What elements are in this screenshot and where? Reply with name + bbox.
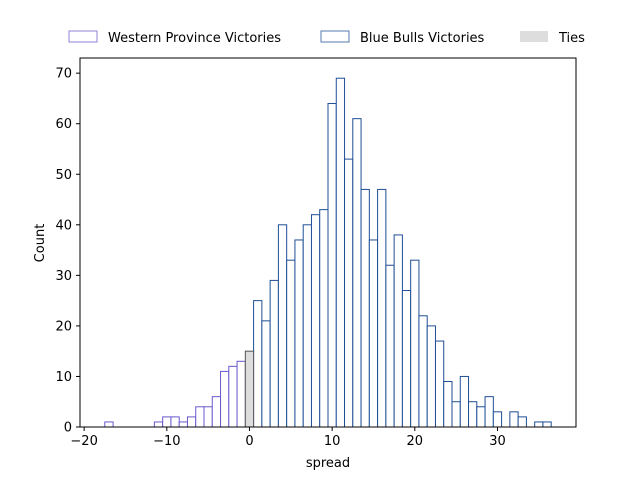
x-axis-ticks: −20 −10 0 10 20 30 — [70, 427, 506, 449]
y-tick-label: 0 — [64, 421, 72, 436]
bar-western-province-victories — [220, 370, 230, 428]
bar-blue-bulls-victories — [261, 320, 271, 428]
bar-blue-bulls-victories — [484, 396, 494, 428]
bars-group — [104, 77, 552, 428]
bar-blue-bulls-victories — [319, 209, 329, 428]
bar-western-province-victories — [162, 416, 172, 428]
bar-blue-bulls-victories — [269, 279, 279, 428]
bar-western-province-victories — [195, 406, 205, 428]
bar-blue-bulls-victories — [418, 315, 428, 428]
bar-blue-bulls-victories — [385, 264, 395, 428]
bar-blue-bulls-victories — [476, 406, 486, 428]
plot-area-frame — [79, 57, 577, 428]
bar-blue-bulls-victories — [344, 158, 354, 428]
x-tick-label: 0 — [245, 434, 253, 449]
bar-western-province-victories — [211, 396, 222, 428]
x-tick-label: −10 — [153, 434, 180, 449]
legend: Western Province Victories Blue Bulls Vi… — [68, 30, 585, 46]
bar-western-province-victories — [203, 406, 213, 428]
legend-item-western-province: Western Province Victories — [68, 30, 281, 46]
y-tick-label: 30 — [55, 269, 72, 284]
x-axis-label: spread — [306, 456, 350, 471]
y-tick-label: 60 — [55, 117, 72, 132]
y-axis-label: Count — [33, 224, 48, 263]
bar-blue-bulls-victories — [360, 188, 370, 428]
bar-blue-bulls-victories — [294, 239, 304, 428]
y-tick-label: 70 — [55, 67, 72, 82]
x-tick-label: 20 — [407, 434, 424, 449]
x-tick-label: 10 — [324, 434, 341, 449]
bar-blue-bulls-victories — [327, 102, 337, 428]
bar-blue-bulls-victories — [310, 214, 321, 428]
bar-blue-bulls-victories — [253, 300, 263, 428]
bar-blue-bulls-victories — [335, 77, 346, 428]
y-tick-label: 50 — [55, 168, 72, 183]
bar-blue-bulls-victories — [426, 325, 436, 428]
bar-western-province-victories — [170, 416, 180, 428]
bar-western-province-victories — [228, 365, 238, 428]
bar-western-province-victories — [236, 360, 246, 428]
y-axis-ticks: 0 10 20 30 40 50 60 70 — [55, 67, 80, 436]
bar-western-province-victories — [153, 421, 164, 428]
legend-label-western-province: Western Province Victories — [108, 31, 281, 46]
bar-blue-bulls-victories — [517, 416, 527, 428]
bar-blue-bulls-victories — [459, 375, 470, 428]
bar-blue-bulls-victories — [468, 401, 478, 428]
bar-blue-bulls-victories — [368, 239, 379, 428]
bar-western-province-victories — [178, 421, 188, 428]
legend-label-ties: Ties — [558, 31, 585, 46]
y-tick-label: 10 — [55, 370, 72, 385]
bar-blue-bulls-victories — [302, 224, 312, 428]
legend-swatch-blue-bulls — [320, 30, 350, 43]
bar-blue-bulls-victories — [401, 290, 412, 428]
bar-blue-bulls-victories — [492, 411, 503, 428]
x-tick-label: −20 — [70, 434, 97, 449]
y-tick-label: 40 — [55, 218, 72, 233]
legend-label-blue-bulls: Blue Bulls Victories — [360, 31, 485, 46]
bar-blue-bulls-victories — [393, 234, 403, 428]
bar-blue-bulls-victories — [352, 118, 362, 428]
bar-blue-bulls-victories — [277, 224, 288, 428]
bar-blue-bulls-victories — [434, 340, 445, 428]
bar-blue-bulls-victories — [410, 259, 420, 428]
bar-blue-bulls-victories — [542, 421, 552, 428]
bar-blue-bulls-victories — [534, 421, 544, 428]
legend-swatch-ties — [520, 31, 548, 42]
legend-swatch-western-province — [68, 30, 98, 43]
bar-blue-bulls-victories — [451, 401, 461, 428]
bar-blue-bulls-victories — [286, 259, 296, 428]
y-tick-label: 20 — [55, 319, 72, 334]
legend-item-blue-bulls: Blue Bulls Victories — [320, 30, 485, 46]
bar-blue-bulls-victories — [443, 381, 453, 428]
legend-item-ties: Ties — [520, 31, 585, 46]
bar-blue-bulls-victories — [377, 188, 387, 428]
bar-western-province-victories — [104, 421, 114, 428]
x-tick-label: 30 — [489, 434, 506, 449]
bar-western-province-victories — [186, 416, 197, 428]
bar-ties — [244, 350, 255, 428]
bar-blue-bulls-victories — [509, 411, 519, 428]
